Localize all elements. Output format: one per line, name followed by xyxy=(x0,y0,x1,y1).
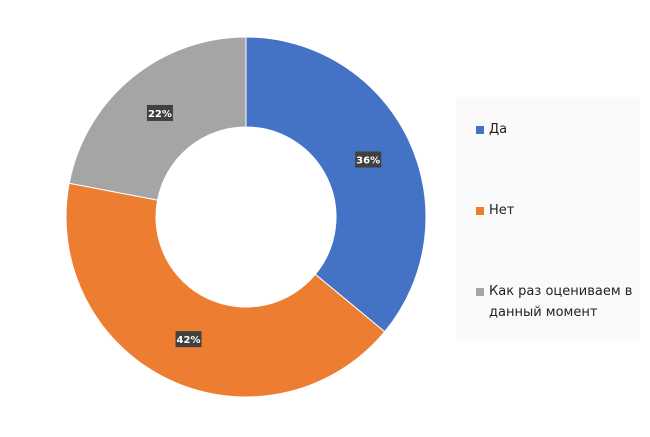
data-label-evaluating: 22% xyxy=(146,104,173,121)
legend-label-yes: Да xyxy=(489,122,508,137)
data-label-text: 36% xyxy=(356,156,380,167)
data-label-yes: 36% xyxy=(355,151,382,168)
legend-label-evaluating: Как раз оцениваем в данный момент xyxy=(489,284,633,320)
slice-yes xyxy=(245,36,427,333)
legend-swatch-no xyxy=(476,207,484,215)
data-label-text: 22% xyxy=(148,109,172,120)
legend-label-no: Нет xyxy=(489,203,515,218)
donut-chart: 36% 42% 22% xyxy=(65,36,427,398)
slice-no xyxy=(65,182,386,398)
data-label-text: 42% xyxy=(177,335,201,346)
data-label-box xyxy=(175,331,202,348)
legend-swatch-yes xyxy=(476,126,484,134)
legend-item-no: Нет xyxy=(476,200,636,221)
data-label-box xyxy=(146,104,173,121)
data-label-no: 42% xyxy=(175,331,202,348)
legend: Да Нет Как раз оцениваем в данный момент xyxy=(456,97,640,341)
legend-item-evaluating: Как раз оцениваем в данный момент xyxy=(476,281,636,323)
data-label-box xyxy=(355,151,382,168)
legend-swatch-evaluating xyxy=(476,288,484,296)
legend-item-yes: Да xyxy=(476,119,636,140)
